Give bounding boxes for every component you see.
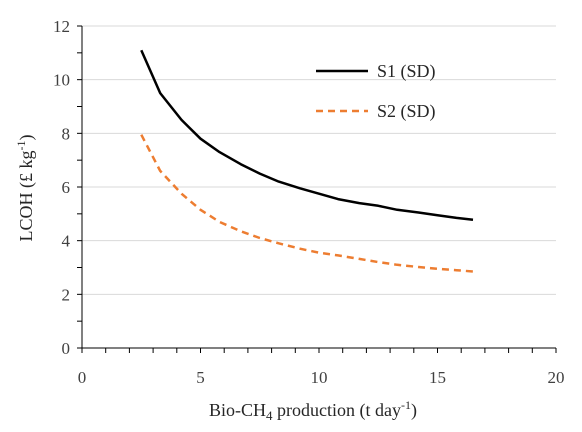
- x-tick-label: 15: [429, 368, 446, 387]
- x-tick-label: 0: [78, 368, 87, 387]
- series-line-1: [140, 49, 474, 221]
- legend-label-2: S2 (SD): [377, 101, 436, 122]
- y-tick-label: 2: [62, 285, 71, 304]
- x-tick-label: 20: [548, 368, 565, 387]
- y-axis-title: LCOH (£ kg-1): [14, 135, 37, 242]
- axes: [77, 25, 557, 353]
- x-tick-label: 10: [311, 368, 328, 387]
- x-tick-labels: 0 5 10 15 20: [78, 368, 565, 387]
- y-tick-label: 10: [53, 71, 70, 90]
- y-tick-label: 8: [62, 124, 71, 143]
- x-axis-title: Bio-CH4 production (t day-1): [209, 398, 417, 423]
- y-tick-label: 6: [62, 178, 71, 197]
- gridlines: [82, 25, 556, 295]
- series-lines: [140, 49, 474, 273]
- y-tick-label: 0: [62, 339, 71, 358]
- y-tick-label: 4: [62, 232, 71, 251]
- x-tick-label: 5: [196, 368, 205, 387]
- y-tick-labels: 0 2 4 6 8 10 12: [53, 17, 71, 358]
- legend: S1 (SD) S2 (SD): [316, 61, 436, 122]
- series-line-2: [140, 134, 474, 273]
- legend-label-1: S1 (SD): [377, 61, 436, 82]
- y-tick-label: 12: [53, 17, 70, 36]
